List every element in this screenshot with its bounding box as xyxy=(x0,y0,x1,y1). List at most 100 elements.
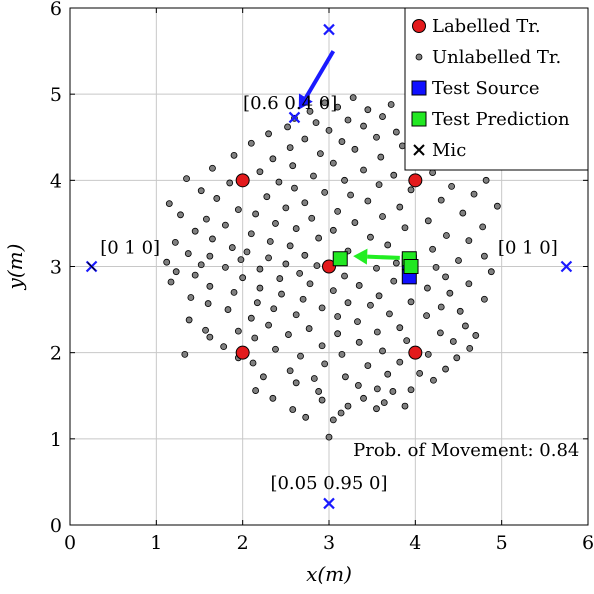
unlabelled-point xyxy=(465,280,473,288)
y-tick-label: 3 xyxy=(50,257,62,279)
unlabelled-point xyxy=(224,306,232,313)
unlabelled-point xyxy=(181,350,189,358)
unlabelled-point xyxy=(446,289,454,297)
y-tick-label: 2 xyxy=(50,343,62,365)
unlabelled-point xyxy=(301,251,309,259)
unlabelled-point xyxy=(209,235,216,243)
labelled-points xyxy=(235,173,423,360)
unlabelled-point xyxy=(251,334,259,342)
unlabelled-point xyxy=(282,204,290,212)
unlabelled-point xyxy=(187,294,195,301)
legend: Labelled Tr. Unlabelled Tr. Test Source Tes… xyxy=(404,7,589,171)
unlabelled-point xyxy=(270,305,278,313)
unlabelled-point xyxy=(299,295,307,303)
unlabelled-point xyxy=(302,413,310,421)
test-prediction-marker xyxy=(403,259,419,274)
legend-label: Unlabelled Tr. xyxy=(432,47,561,68)
unlabelled-point xyxy=(292,225,300,232)
annotation-label: [0.05 0.95 0] xyxy=(270,473,387,494)
unlabelled-point xyxy=(256,284,264,292)
annotations: [0.6 0.4 0] [0 1 0] [0 1 0] [0.05 0.95 0] Pr… xyxy=(100,93,579,494)
unlabelled-point xyxy=(349,94,357,102)
x-tick-label: 3 xyxy=(323,532,335,554)
unlabelled-point xyxy=(204,300,212,307)
unlabelled-point xyxy=(344,299,352,307)
unlabelled-point xyxy=(206,252,214,260)
y-tick-label: 5 xyxy=(50,84,62,106)
mic-marker xyxy=(323,23,335,36)
unlabelled-point xyxy=(183,175,190,183)
annotation-label: Prob. of Movement: 0.84 xyxy=(353,440,579,461)
unlabelled-point xyxy=(493,202,501,210)
unlabelled-point xyxy=(206,333,214,341)
unlabelled-point xyxy=(230,288,238,296)
unlabelled-point xyxy=(367,233,374,241)
unlabelled-point xyxy=(443,232,450,239)
unlabelled-point xyxy=(392,128,400,136)
y-tick-label: 6 xyxy=(50,0,62,20)
unlabelled-point xyxy=(360,394,367,402)
unlabelled-point xyxy=(185,316,193,324)
unlabelled-point xyxy=(318,304,326,312)
unlabelled-point xyxy=(177,211,184,219)
unlabelled-point xyxy=(403,337,411,345)
unlabelled-point xyxy=(325,433,333,441)
unlabelled-point xyxy=(206,282,214,290)
mic-marker xyxy=(323,497,335,510)
unlabelled-point xyxy=(470,190,478,198)
unlabelled-point xyxy=(375,181,383,189)
unlabelled-point xyxy=(221,221,229,229)
y-tick-label: 1 xyxy=(50,429,62,451)
annotation-label: [0.6 0.4 0] xyxy=(243,93,337,114)
unlabelled-point xyxy=(247,314,255,322)
unlabelled-point xyxy=(360,122,367,130)
unlabelled-point xyxy=(367,301,374,309)
unlabelled-point xyxy=(459,209,467,217)
legend-marker xyxy=(412,19,426,33)
tick-labels: 0 1 2 3 4 5 6 0 1 2 3 4 5 6 xyxy=(50,0,594,554)
unlabelled-point xyxy=(269,394,277,402)
unlabelled-point xyxy=(228,244,236,251)
unlabelled-point xyxy=(243,248,251,256)
y-axis-label: y(m) xyxy=(3,244,27,291)
unlabelled-point xyxy=(392,259,400,267)
unlabelled-point xyxy=(436,329,444,337)
unlabelled-point xyxy=(284,123,291,131)
arrow-head xyxy=(353,248,368,265)
x-tick-label: 5 xyxy=(496,532,508,554)
unlabelled-point xyxy=(401,224,409,232)
y-tick-label: 0 xyxy=(50,515,62,537)
unlabelled-point xyxy=(291,184,298,192)
unlabelled-point xyxy=(456,307,464,315)
unlabelled-point xyxy=(462,322,469,330)
unlabelled-point xyxy=(364,197,372,205)
unlabelled-point xyxy=(239,274,247,282)
unlabelled-point xyxy=(334,313,342,320)
unlabelled-point xyxy=(253,299,261,307)
unlabelled-point xyxy=(390,171,398,179)
unlabelled-point xyxy=(334,103,342,111)
unlabelled-point xyxy=(272,345,279,353)
x-tick-label: 6 xyxy=(582,532,594,554)
unlabelled-point xyxy=(165,200,173,207)
unlabelled-point xyxy=(226,179,234,187)
unlabelled-point xyxy=(266,238,274,245)
unlabelled-point xyxy=(272,220,279,227)
unlabelled-point xyxy=(259,373,267,381)
unlabelled-point xyxy=(442,365,449,373)
mic-markers xyxy=(85,23,573,510)
unlabelled-point xyxy=(437,196,445,204)
unlabelled-point xyxy=(396,358,404,366)
annotation-label: [0 1 0] xyxy=(498,238,558,259)
unlabelled-point xyxy=(334,207,342,215)
y-tick-label: 4 xyxy=(50,170,62,192)
unlabelled-point xyxy=(329,159,337,167)
unlabelled-point xyxy=(252,387,260,394)
unlabelled-point xyxy=(276,275,284,282)
unlabelled-point xyxy=(355,338,363,346)
unlabelled-point xyxy=(453,354,461,362)
unlabelled-point xyxy=(312,119,320,127)
labelled-point xyxy=(235,173,250,188)
unlabelled-point xyxy=(167,278,175,286)
unlabelled-point xyxy=(480,252,488,260)
